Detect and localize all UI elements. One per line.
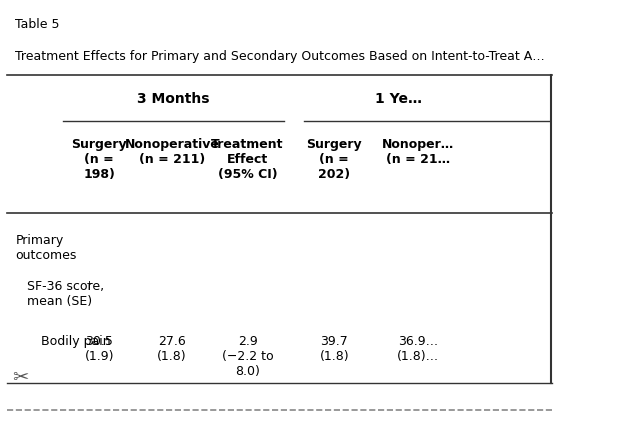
Text: 30.5
(1.9): 30.5 (1.9) [85, 335, 114, 362]
Text: Nonoper…
(n = 21…: Nonoper… (n = 21… [382, 138, 454, 166]
Text: Surgery
(n =
198): Surgery (n = 198) [72, 138, 127, 181]
Text: Bodily pain: Bodily pain [40, 335, 110, 348]
Text: 2.9
(−2.2 to
8.0): 2.9 (−2.2 to 8.0) [222, 335, 273, 378]
Text: †: † [87, 280, 92, 290]
Text: 27.6
(1.8): 27.6 (1.8) [157, 335, 187, 362]
Text: SF-36 score,
mean (SE): SF-36 score, mean (SE) [27, 280, 104, 308]
Text: Surgery
(n =
202): Surgery (n = 202) [307, 138, 362, 181]
Text: ✂: ✂ [12, 368, 29, 387]
Text: Treatment
Effect
(95% CI): Treatment Effect (95% CI) [211, 138, 284, 181]
Text: 36.9…
(1.8)…: 36.9… (1.8)… [397, 335, 439, 362]
Text: 39.7
(1.8): 39.7 (1.8) [320, 335, 349, 362]
Text: 1 Ye…: 1 Ye… [375, 92, 422, 106]
Text: Primary
outcomes: Primary outcomes [16, 234, 77, 262]
Text: Table 5: Table 5 [16, 18, 60, 31]
Text: Treatment Effects for Primary and Secondary Outcomes Based on Intent-to-Treat A…: Treatment Effects for Primary and Second… [16, 50, 545, 62]
Text: 3 Months: 3 Months [137, 92, 210, 106]
Text: Nonoperative
(n = 211): Nonoperative (n = 211) [124, 138, 220, 166]
